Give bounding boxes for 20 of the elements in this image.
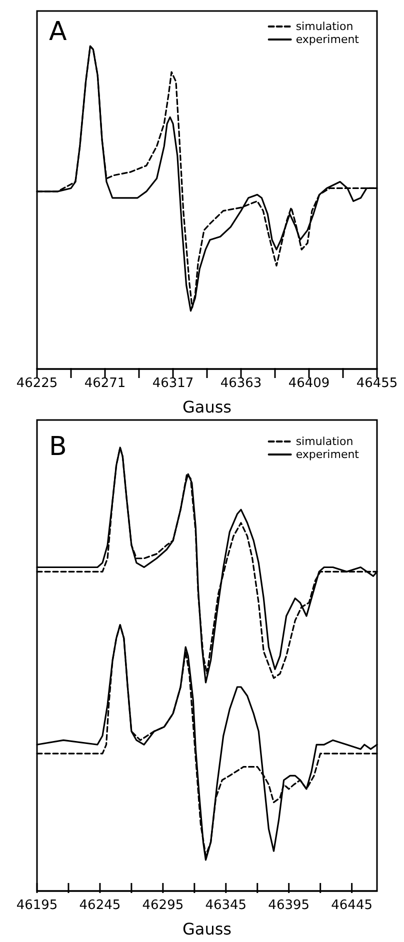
x-axis-title: Gauss (182, 398, 232, 416)
chart-title: A (49, 17, 67, 47)
x-tick-label: 46409 (288, 376, 330, 391)
x-tick-label: 46445 (331, 898, 372, 913)
chart-title: B (49, 432, 67, 462)
x-tick-label: 46225 (16, 376, 58, 391)
x-tick-label: 46345 (205, 898, 247, 913)
legend-label: experiment (296, 33, 360, 46)
legend-label: experiment (296, 448, 360, 461)
x-tick-label: 46455 (356, 376, 398, 391)
x-tick-label: 46245 (79, 898, 121, 913)
x-tick-label: 46395 (268, 898, 310, 913)
legend-label: simulation (296, 20, 354, 33)
x-tick-label: 46317 (152, 376, 194, 391)
x-tick-label: 46271 (84, 376, 126, 391)
x-tick-label: 46195 (16, 898, 58, 913)
x-tick-label: 46295 (142, 898, 184, 913)
x-axis-title: Gauss (182, 920, 232, 938)
x-tick-label: 46363 (220, 376, 262, 391)
legend-label: simulation (296, 435, 354, 448)
